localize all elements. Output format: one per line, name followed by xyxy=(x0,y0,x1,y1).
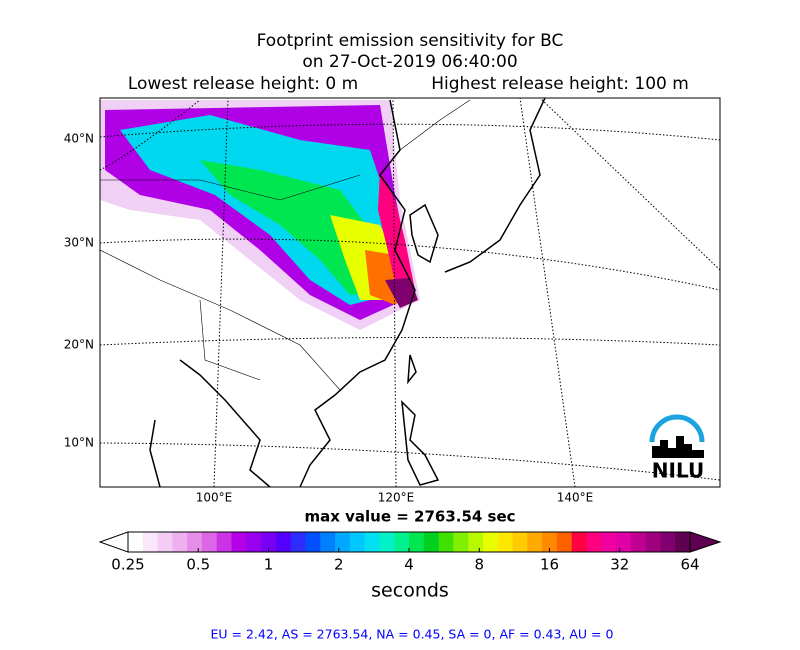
colorbar-max-arrow xyxy=(689,531,722,553)
lat-label: 40°N xyxy=(64,132,94,146)
colorbar-segment xyxy=(246,532,262,552)
colorbar-segment xyxy=(128,532,144,552)
lon-label: 140°E xyxy=(557,491,594,505)
colorbar-label: seconds xyxy=(371,580,449,602)
colorbar-segment xyxy=(453,532,469,552)
colorbar-segment xyxy=(527,532,543,552)
coastline xyxy=(149,98,546,487)
colorbar-tick-label: 1 xyxy=(264,556,274,574)
colorbar-segment xyxy=(645,532,661,552)
logo: NILU xyxy=(649,414,705,483)
lat-label: 20°N xyxy=(64,338,94,352)
colorbar-segment xyxy=(556,532,573,552)
colorbar-tick-label: 2 xyxy=(334,556,344,574)
colorbar-tick-label: 4 xyxy=(404,556,414,574)
colorbar-segment xyxy=(142,532,159,552)
release-high: Highest release height: 100 m xyxy=(431,74,689,94)
colorbar-segment xyxy=(275,532,292,552)
colorbar-segment xyxy=(157,532,173,552)
colorbar-segment xyxy=(601,532,617,552)
title: Footprint emission sensitivity for BC xyxy=(257,31,564,51)
subtitle: on 27-Oct-2019 06:40:00 xyxy=(302,52,517,72)
logo-text: NILU xyxy=(652,459,704,483)
map xyxy=(100,98,720,487)
footer: EU = 2.42, AS = 2763.54, NA = 0.45, SA =… xyxy=(211,627,614,642)
lon-label: 100°E xyxy=(196,491,233,505)
colorbar-segment xyxy=(201,532,218,552)
colorbar-tick-label: 0.5 xyxy=(186,556,210,574)
colorbar-segment xyxy=(482,532,499,552)
colorbar-min-arrow xyxy=(98,531,129,553)
colorbar-tick-label: 64 xyxy=(680,556,699,574)
colorbar-tick-label: 0.25 xyxy=(111,556,144,574)
colorbar-segment xyxy=(571,532,587,552)
colorbar-segment xyxy=(630,532,647,552)
plume xyxy=(100,100,420,330)
colorbar-segment xyxy=(261,532,277,552)
colorbar-segment xyxy=(379,532,395,552)
lon-label: 120°E xyxy=(378,491,415,505)
colorbar-segment xyxy=(660,532,676,552)
colorbar-tick-label: 32 xyxy=(610,556,629,574)
colorbar-segment xyxy=(468,532,484,552)
colorbar-segment xyxy=(335,532,351,552)
colorbar-segment xyxy=(616,532,632,552)
lat-label: 10°N xyxy=(64,436,94,450)
colorbar-segment xyxy=(320,532,336,552)
colorbar-segment xyxy=(586,532,602,552)
colorbar-segment xyxy=(675,532,691,552)
max-value: max value = 2763.54 sec xyxy=(304,508,515,526)
colorbar-segment xyxy=(305,532,321,552)
colorbar-tick-label: 8 xyxy=(474,556,484,574)
release-low: Lowest release height: 0 m xyxy=(128,74,358,94)
map-frame xyxy=(99,97,721,488)
lat-label: 30°N xyxy=(64,236,94,250)
colorbar-segment xyxy=(512,532,528,552)
colorbar-segment xyxy=(497,532,514,552)
borders xyxy=(100,99,471,391)
colorbar-segment xyxy=(409,532,425,552)
colorbar-segment xyxy=(187,532,203,552)
colorbar-segment xyxy=(423,532,440,552)
colorbar-segment xyxy=(542,532,558,552)
colorbar-segment xyxy=(290,532,306,552)
colorbar-segment xyxy=(172,532,188,552)
colorbar-segment xyxy=(349,532,366,552)
colorbar-segment xyxy=(364,532,380,552)
colorbar-segment xyxy=(438,532,454,552)
colorbar-segment xyxy=(394,532,410,552)
colorbar-segment xyxy=(216,532,233,552)
colorbar-tick-label: 16 xyxy=(540,556,559,574)
colorbar-segment xyxy=(231,532,247,552)
